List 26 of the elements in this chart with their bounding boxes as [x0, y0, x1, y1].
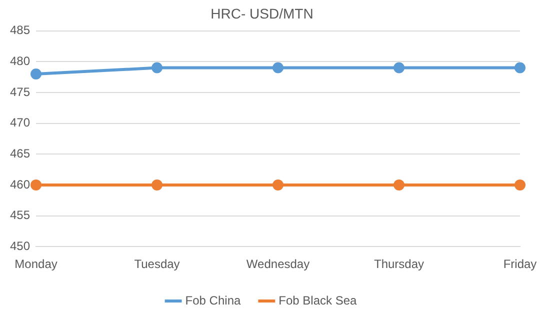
point [30, 68, 42, 80]
chart-title: HRC- USD/MTN [210, 5, 314, 22]
point [272, 62, 284, 74]
y-tick-label: 480 [10, 54, 30, 68]
point [152, 62, 163, 74]
x-tick-label: Monday [14, 257, 58, 272]
legend-label: Fob Black Sea [278, 293, 358, 308]
point [394, 62, 405, 74]
y-tick-label: 470 [10, 116, 30, 130]
y-tick-label: 460 [10, 177, 30, 192]
point [394, 179, 405, 190]
y-tick-label: 455 [10, 208, 30, 222]
x-tick-label: Tuesday [134, 257, 180, 272]
y-tick-label: 475 [10, 84, 30, 99]
x-tick-label: Thursday [374, 257, 424, 272]
point [514, 179, 526, 190]
x-tick-label: Friday [503, 257, 537, 272]
point [272, 179, 284, 190]
point [514, 62, 526, 74]
y-tick-label: 450 [10, 238, 30, 253]
y-tick-label: 485 [10, 23, 30, 38]
legend-label: Fob China [185, 293, 241, 308]
x-tick-label: Wednesday [246, 257, 310, 272]
point [152, 179, 163, 190]
y-tick-label: 465 [10, 146, 30, 160]
point [30, 179, 42, 190]
